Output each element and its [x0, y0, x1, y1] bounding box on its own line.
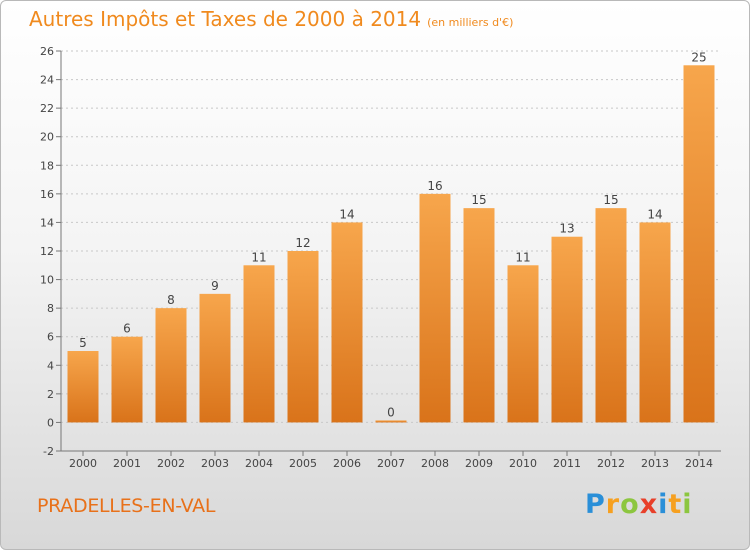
- y-tick-label: 22: [40, 102, 54, 115]
- bar-2000: [67, 351, 99, 423]
- bar-2006: [331, 222, 363, 423]
- bar-2005: [287, 251, 319, 423]
- chart-title: Autres Impôts et Taxes de 2000 à 2014 (en…: [29, 7, 513, 31]
- y-tick-label: 20: [40, 131, 54, 144]
- x-tick-label-2006: 2006: [333, 457, 361, 470]
- x-tick-label-2010: 2010: [509, 457, 537, 470]
- bar-2011: [551, 236, 583, 423]
- town-name: PRADELLES-EN-VAL: [37, 495, 216, 517]
- data-label-2010: 11: [515, 250, 530, 264]
- y-tick-label: 26: [40, 45, 54, 58]
- x-tick-label-2003: 2003: [201, 457, 229, 470]
- y-tick-label: 16: [40, 188, 54, 201]
- proxiti-logo: Proxiti: [585, 489, 693, 520]
- x-tick-label-2004: 2004: [245, 457, 273, 470]
- data-label-2003: 9: [211, 279, 219, 293]
- y-tick-label: 4: [47, 359, 54, 372]
- x-tick-label-2013: 2013: [641, 457, 669, 470]
- data-label-2001: 6: [123, 322, 131, 336]
- bar-2009: [463, 208, 495, 423]
- bar-2012: [595, 208, 627, 423]
- x-tick-label-2000: 2000: [69, 457, 97, 470]
- data-label-2011: 13: [559, 222, 574, 236]
- x-tick-label-2011: 2011: [553, 457, 581, 470]
- y-tick-label: 18: [40, 159, 54, 172]
- y-tick-label: 8: [47, 302, 54, 315]
- bar-2007: [375, 420, 407, 423]
- data-label-2013: 14: [647, 207, 662, 221]
- bar-2014: [683, 65, 715, 423]
- bar-2003: [199, 293, 231, 423]
- bar-2013: [639, 222, 671, 423]
- data-label-2000: 5: [79, 336, 87, 350]
- bar-2004: [243, 265, 275, 423]
- data-label-2008: 16: [427, 179, 442, 193]
- data-label-2004: 11: [251, 250, 266, 264]
- data-label-2007: 0: [387, 405, 395, 419]
- x-tick-label-2002: 2002: [157, 457, 185, 470]
- bar-2001: [111, 336, 143, 423]
- data-label-2005: 12: [295, 236, 310, 250]
- y-tick-label: 2: [47, 388, 54, 401]
- y-tick-label: 6: [47, 331, 54, 344]
- x-tick-label-2005: 2005: [289, 457, 317, 470]
- axes: [56, 50, 721, 456]
- bars: [67, 65, 715, 423]
- x-tick-label-2009: 2009: [465, 457, 493, 470]
- y-tick-label: 12: [40, 245, 54, 258]
- bar-2008: [419, 193, 451, 423]
- x-tick-label-2014: 2014: [685, 457, 713, 470]
- x-tick-label-2007: 2007: [377, 457, 405, 470]
- y-tick-label: -2: [43, 445, 54, 458]
- data-label-2006: 14: [339, 207, 354, 221]
- y-tick-label: 24: [40, 74, 54, 87]
- bar-2002: [155, 308, 187, 423]
- data-label-2014: 25: [691, 50, 706, 64]
- x-tick-labels: 2000 2001 2002 2003 2004 2005 2006 2007 2008 2009…: [69, 457, 713, 470]
- chart-subtitle: (en milliers d'€): [427, 16, 514, 29]
- data-label-2002: 8: [167, 293, 175, 307]
- y-tick-label: 0: [47, 416, 54, 429]
- data-labels: 5 6 8 9 11 12 14 0 16 15 11 13 15 14 25: [79, 50, 706, 419]
- x-tick-label-2012: 2012: [597, 457, 625, 470]
- data-label-2009: 15: [471, 193, 486, 207]
- x-tick-label-2001: 2001: [113, 457, 141, 470]
- y-tick-label: 10: [40, 274, 54, 287]
- chart-title-main: Autres Impôts et Taxes de 2000 à 2014: [29, 7, 422, 31]
- bar-2010: [507, 265, 539, 423]
- data-label-2012: 15: [603, 193, 618, 207]
- y-tick-label: 14: [40, 216, 54, 229]
- x-tick-label-2008: 2008: [421, 457, 449, 470]
